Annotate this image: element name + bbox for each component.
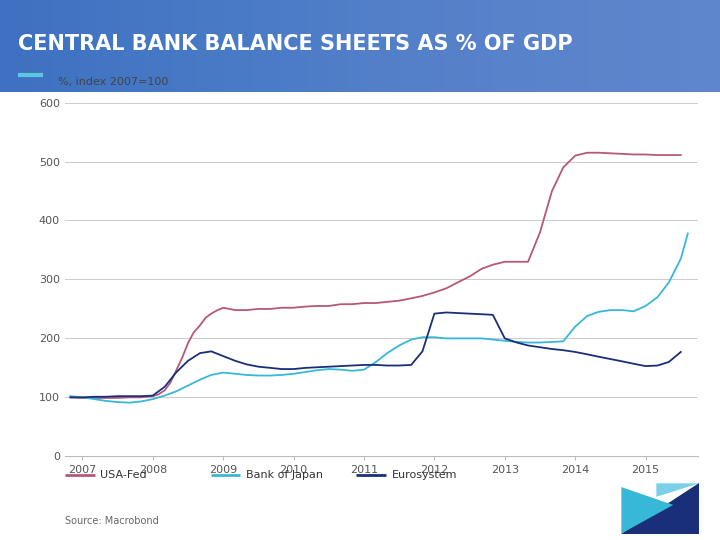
Text: Source: Macrobond: Source: Macrobond (65, 516, 158, 526)
Polygon shape (621, 483, 699, 534)
Text: USA-Fed: USA-Fed (100, 470, 147, 480)
Text: CENTRAL BANK BALANCE SHEETS AS % OF GDP: CENTRAL BANK BALANCE SHEETS AS % OF GDP (18, 34, 572, 54)
Polygon shape (621, 487, 673, 534)
Polygon shape (657, 483, 699, 497)
Text: %, index 2007=100: %, index 2007=100 (58, 77, 168, 87)
Text: Eurosystem: Eurosystem (392, 470, 457, 480)
Text: Bank of Japan: Bank of Japan (246, 470, 323, 480)
